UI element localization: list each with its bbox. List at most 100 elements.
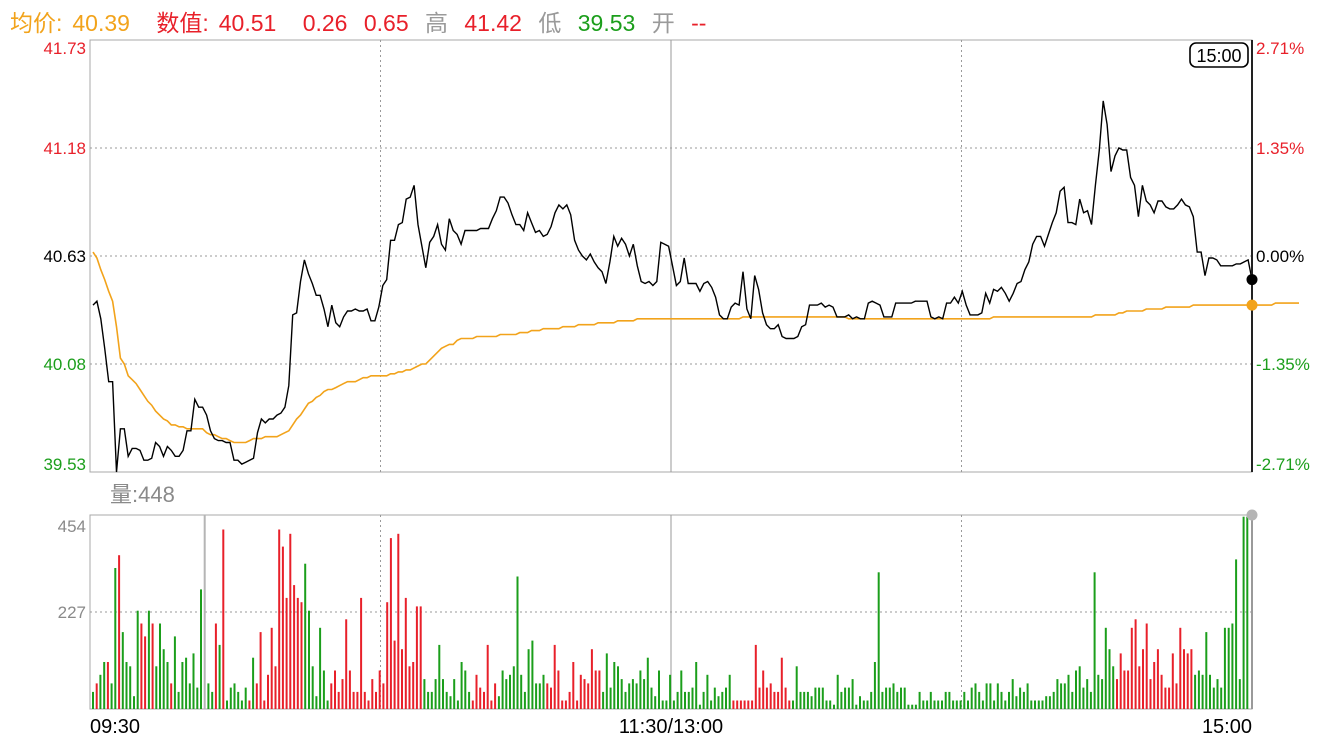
volume-bar — [777, 691, 780, 709]
volume-bar — [218, 644, 221, 709]
volume-bar — [873, 662, 876, 709]
volume-bar — [687, 691, 690, 709]
volume-bar — [941, 700, 943, 709]
avg-price-value: 40.39 — [72, 10, 130, 36]
volume-bar — [922, 700, 925, 709]
volume-tick-label: 227 — [58, 603, 86, 622]
volume-bar — [281, 546, 284, 709]
volume-bar — [751, 700, 754, 709]
avg-price: 均价: 40.39 — [10, 10, 140, 36]
volume-bar — [1201, 674, 1204, 709]
volume-bar — [136, 610, 139, 709]
volume-bar — [106, 662, 109, 709]
volume-bar — [192, 653, 195, 709]
volume-bar — [631, 679, 634, 709]
quote-header: 均价: 40.39 数值: 40.51 0.26 0.65 高 41.42 低 39… — [10, 4, 716, 38]
volume-bar — [423, 679, 426, 709]
volume-bar — [1078, 666, 1081, 709]
volume-bar — [378, 670, 381, 709]
volume-bar — [501, 670, 504, 709]
volume-bar — [337, 691, 340, 709]
volume-bar — [818, 687, 821, 709]
volume-bar — [911, 704, 914, 709]
volume-bar — [829, 700, 832, 709]
volume-bar — [1052, 691, 1055, 709]
volume-bar — [639, 670, 642, 709]
volume-bar — [505, 679, 508, 709]
volume-bar — [92, 691, 94, 709]
volume-bar — [222, 529, 225, 709]
volume-bar — [646, 657, 649, 709]
volume-bar — [1089, 691, 1092, 709]
volume-bar — [993, 700, 996, 709]
volume-bar — [959, 700, 962, 709]
volume-bar — [1186, 653, 1189, 709]
volume-bar — [970, 687, 973, 709]
volume-bar — [1048, 696, 1051, 709]
volume-bar — [1063, 683, 1066, 709]
volume-bar — [833, 704, 835, 709]
volume-bar — [1138, 666, 1141, 709]
volume-bar — [762, 670, 765, 709]
volume-bar — [814, 687, 817, 709]
volume-bar — [188, 683, 191, 709]
volume-bar — [590, 649, 593, 709]
volume-bar — [382, 683, 385, 709]
volume-bar — [389, 538, 392, 709]
volume-bar — [624, 691, 627, 709]
volume-bar — [967, 700, 969, 709]
volume-bar — [155, 666, 158, 709]
volume-bar — [937, 700, 940, 709]
volume-bar — [955, 700, 958, 709]
volume-bar — [866, 700, 869, 709]
volume-bar — [308, 610, 310, 709]
volume-bar — [226, 700, 228, 709]
volume-bar — [929, 691, 932, 709]
volume-bar — [434, 679, 437, 709]
volume-bar — [948, 691, 951, 709]
volume-bar — [404, 597, 407, 709]
volume-bar — [978, 691, 981, 709]
volume-bar — [914, 704, 917, 709]
volume-bar — [1041, 700, 1044, 709]
volume-bar — [903, 687, 906, 709]
high-label: 高 — [425, 10, 448, 36]
volume-bar — [129, 666, 132, 709]
volume-bar — [885, 687, 888, 709]
price-tick-label: 39.53 — [43, 455, 86, 474]
volume-bar — [736, 700, 739, 709]
volume-bar — [512, 666, 515, 709]
volume-bar — [296, 597, 299, 709]
change-value: 0.26 — [302, 10, 348, 36]
volume-bar — [691, 687, 694, 709]
volume-bar — [315, 696, 318, 709]
volume-bar — [881, 691, 884, 709]
volume-bar — [185, 657, 188, 709]
volume-bar — [788, 700, 791, 709]
volume-bar — [259, 632, 262, 709]
volume-bar — [583, 679, 586, 709]
volume-bar — [1246, 516, 1249, 709]
volume-bar — [360, 597, 363, 709]
volume-bar — [393, 640, 396, 709]
volume-bar — [438, 644, 441, 709]
volume-bar — [546, 683, 549, 709]
volume-bar — [773, 691, 776, 709]
volume-bar — [1108, 649, 1111, 709]
low-label: 低 — [538, 10, 562, 36]
volume-bar — [635, 683, 638, 709]
volume-bar — [680, 670, 683, 709]
volume-bar — [1067, 674, 1070, 709]
volume-bar — [497, 696, 500, 709]
volume-bar — [944, 691, 947, 709]
volume-bar — [464, 670, 467, 709]
volume-bar — [844, 687, 847, 709]
volume-bar — [1223, 627, 1226, 709]
volume-bar — [214, 623, 217, 709]
volume-bar — [795, 666, 798, 709]
volume-bar — [103, 662, 106, 709]
volume-bar — [784, 687, 787, 709]
volume-bar — [289, 533, 292, 709]
volume-bar — [531, 640, 534, 709]
